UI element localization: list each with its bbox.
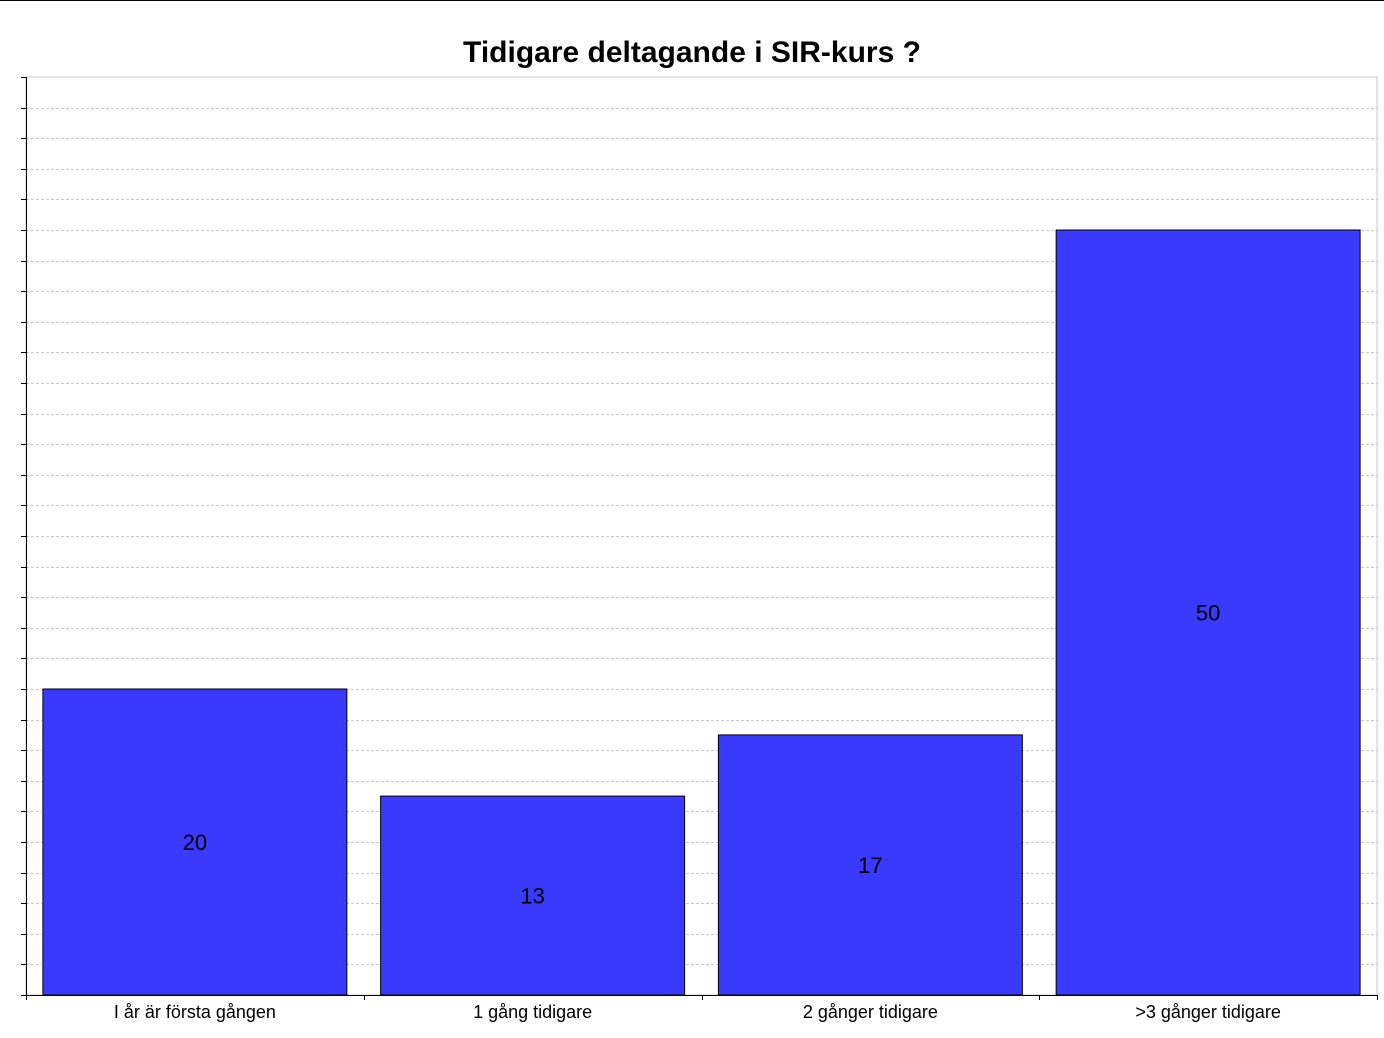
bar-value-label: 20 (183, 830, 207, 855)
x-tick-label: 2 gånger tidigare (803, 1002, 938, 1022)
bars (42, 229, 1361, 996)
bar (1055, 229, 1361, 996)
bar-value-label: 17 (858, 853, 882, 878)
bar-value-label: 50 (1196, 601, 1220, 626)
x-tick-label: >3 gånger tidigare (1135, 1002, 1281, 1022)
x-tick-label: I år är första gången (114, 1002, 276, 1022)
x-tick-label: 1 gång tidigare (473, 1002, 592, 1022)
top-border-line (0, 0, 1384, 1)
bar (717, 734, 1023, 996)
labels: 20 I år är första gången 13 1 gång tidigare… (114, 601, 1281, 1023)
bar (380, 795, 686, 996)
axes (21, 77, 1378, 1000)
chart-title: Tidigare deltagande i SIR-kurs ? (463, 36, 921, 69)
bar-value-label: 13 (520, 884, 544, 909)
